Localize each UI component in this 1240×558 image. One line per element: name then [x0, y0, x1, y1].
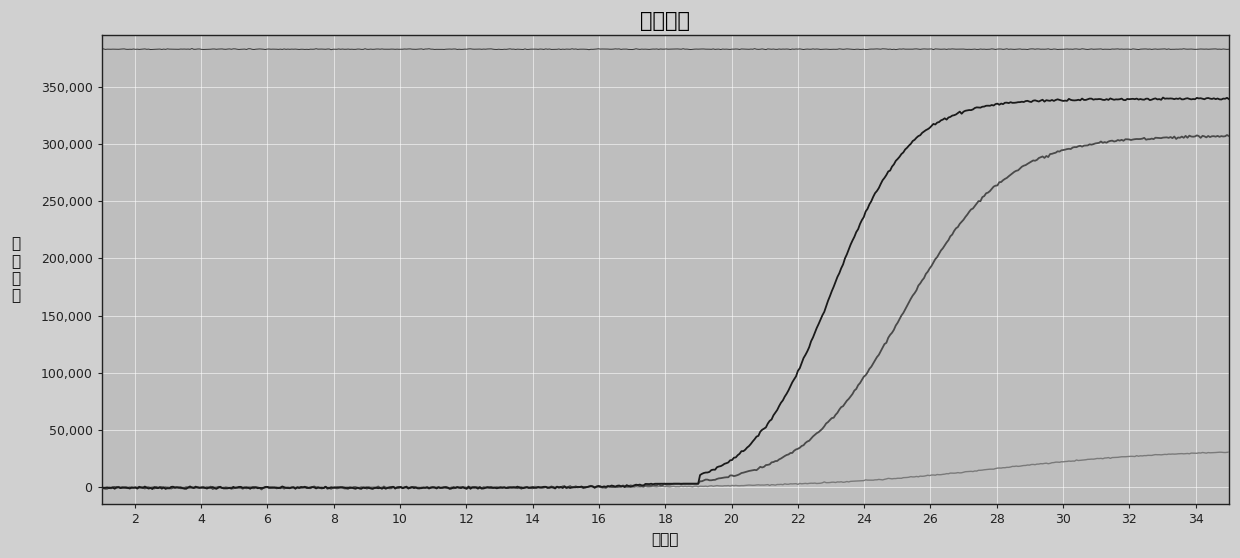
Y-axis label: 荧
光
信
号: 荧 光 信 号 [11, 236, 20, 304]
Title: 扩增曲线: 扩增曲线 [640, 11, 691, 31]
X-axis label: 循环数: 循环数 [651, 532, 680, 547]
